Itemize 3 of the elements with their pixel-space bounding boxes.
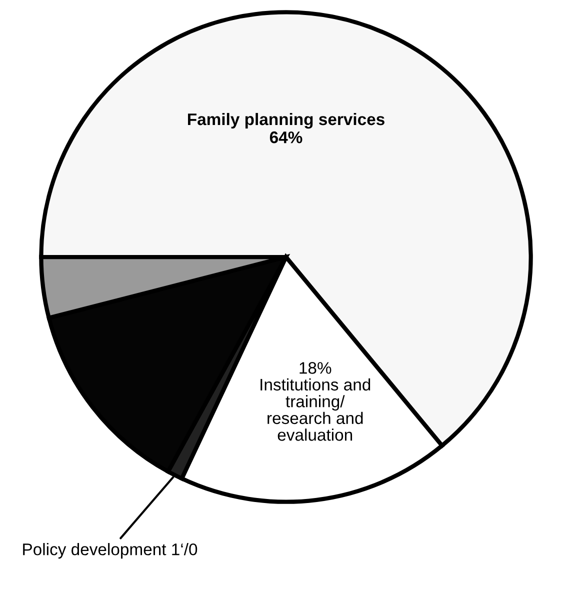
slice-label: Family planning services 64%	[188, 112, 384, 144]
slice-label: Policy development 1‘/0	[23, 543, 198, 559]
slice-label: 18% Institutions and training/ research and evaluation	[260, 362, 370, 441]
